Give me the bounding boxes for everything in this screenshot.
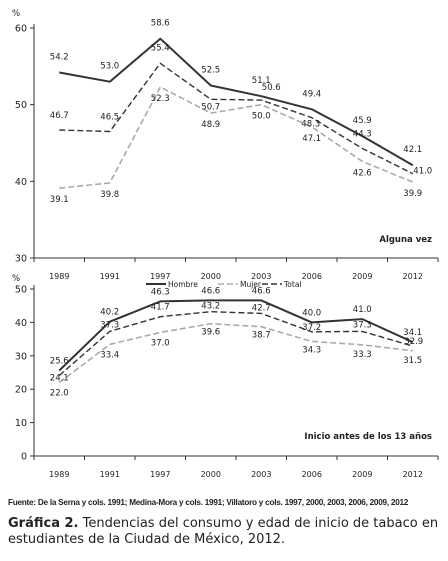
series-line-mujer [59, 86, 414, 189]
data-label: 50.7 [201, 102, 220, 112]
x-tick-label: 2003 [251, 272, 271, 281]
x-tick-label: 2012 [403, 272, 423, 281]
data-label: 37.3 [100, 320, 119, 330]
data-label: 42.1 [403, 145, 422, 155]
data-label: 38.7 [252, 331, 271, 341]
data-label: 39.8 [100, 190, 119, 200]
x-tick-label: 1991 [100, 272, 120, 281]
series-line-hombre [58, 299, 414, 372]
y-tick-label: 30 [15, 254, 27, 265]
y-tick-label: 20 [15, 385, 27, 396]
caption-label: Gráfica 2. [8, 516, 79, 531]
x-tick-label: 2009 [352, 470, 372, 479]
data-label: 50.6 [262, 83, 281, 93]
data-label: 46.6 [252, 286, 271, 296]
data-label: 52.3 [151, 94, 170, 104]
y-axis-label: % [12, 9, 20, 19]
data-label: 24.1 [50, 374, 69, 384]
x-tick-label: 2003 [251, 470, 271, 479]
data-label: 25.6 [50, 356, 69, 366]
legend-label-total: Total [283, 280, 302, 289]
x-tick-label: 1989 [49, 470, 69, 479]
data-label: 41.7 [151, 303, 170, 313]
data-label: 34.1 [403, 328, 422, 338]
data-label: 34.3 [302, 345, 321, 355]
data-label: 51.1 [252, 76, 271, 86]
data-label: 37.3 [353, 320, 372, 330]
y-tick-label: 40 [15, 177, 27, 188]
data-label: 46.5 [100, 113, 119, 123]
data-label: 43.2 [201, 302, 220, 312]
y-tick-label: 40 [15, 318, 27, 329]
x-tick-label: 2000 [201, 470, 221, 479]
data-label: 39.1 [50, 195, 69, 205]
data-label: 33.3 [353, 350, 372, 360]
data-label: 33.4 [100, 350, 119, 360]
series-line-hombre [59, 37, 414, 167]
legend-label-mujer: Mujer [240, 280, 262, 289]
data-label: 22.0 [50, 389, 69, 399]
series-line-mujer [58, 322, 413, 384]
caption-text: Tendencias del consumo y edad de inicio … [8, 516, 439, 547]
y-tick-label: 50 [15, 285, 27, 296]
data-label: 41.0 [413, 167, 432, 177]
data-label: 44.3 [353, 129, 372, 139]
data-label: 39.6 [201, 328, 220, 338]
data-label: 40.2 [100, 308, 119, 318]
y-tick-label: 10 [15, 418, 27, 429]
data-label: 46.3 [151, 287, 170, 297]
data-label: 48.9 [201, 120, 220, 130]
data-label: 42.7 [252, 303, 271, 313]
data-label: 31.5 [403, 356, 422, 366]
data-label: 37.2 [302, 323, 321, 333]
data-label: 48.3 [301, 120, 320, 130]
data-label: 52.5 [201, 66, 220, 76]
figure-caption: Gráfica 2. Tendencias del consumo y edad… [8, 516, 444, 548]
data-label: 39.9 [403, 189, 422, 199]
data-label: 54.2 [50, 52, 69, 62]
x-tick-label: 2006 [302, 470, 322, 479]
data-label: 58.6 [151, 19, 170, 29]
x-tick-label: 2006 [302, 272, 322, 281]
data-label: 50.0 [252, 112, 271, 122]
x-tick-label: 1991 [100, 470, 120, 479]
data-label: 45.9 [353, 116, 372, 126]
y-tick-label: 30 [15, 351, 27, 362]
x-tick-label: 2009 [352, 272, 372, 281]
y-tick-label: 50 [15, 100, 27, 111]
data-label: 47.1 [302, 134, 321, 144]
data-label: 42.6 [353, 168, 372, 178]
y-tick-label: 60 [15, 24, 27, 35]
data-label: 41.0 [353, 305, 372, 315]
data-label: 37.0 [151, 338, 170, 348]
x-tick-label: 1997 [150, 470, 170, 479]
data-label: 40.0 [302, 308, 321, 318]
data-label: 55.4 [151, 43, 170, 53]
y-tick-label: 0 [21, 452, 27, 463]
data-label: 46.6 [201, 286, 220, 296]
x-tick-label: 2000 [201, 272, 221, 281]
x-tick-label: 2012 [403, 470, 423, 479]
panel-annotation: Inicio antes de los 13 años [304, 432, 432, 442]
legend-label-hombre: Hombre [168, 280, 198, 289]
y-axis-label: % [12, 274, 20, 284]
series-line-total [59, 62, 414, 175]
x-tick-label: 1989 [49, 272, 69, 281]
data-label: 32.9 [404, 337, 423, 347]
data-label: 53.0 [100, 62, 119, 72]
panel-annotation: Alguna vez [379, 235, 432, 245]
source-note: Fuente: De la Serna y cols. 1991; Medina… [8, 498, 409, 507]
data-label: 46.7 [50, 111, 69, 121]
data-label: 49.4 [302, 89, 321, 99]
series-line-total [58, 311, 413, 377]
x-tick-label: 1997 [150, 272, 170, 281]
